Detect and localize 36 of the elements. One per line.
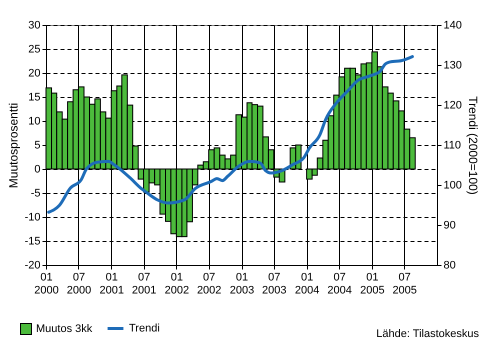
legend-label: Muutos 3kk [36, 323, 93, 335]
text: Lähde: Tilastokeskus [376, 328, 480, 340]
x-tick-label: 01 2005 [360, 272, 385, 296]
y-tick-label: -10 [24, 212, 40, 224]
x-tick-label: 07 2000 [66, 272, 92, 296]
y-axis-title: Muutosprosentti [6, 102, 21, 188]
y-tick-label: 25 [28, 44, 40, 56]
x-tick-label: 01 2003 [230, 272, 254, 296]
legend-label: Trendi [129, 322, 160, 334]
y2-tick-label: 130 [444, 60, 462, 72]
y-tick-label: 5 [34, 140, 40, 152]
y2-tick-label: 90 [444, 220, 456, 232]
y2-tick-label: 140 [444, 20, 462, 32]
x-tick-label: 07 2002 [196, 272, 222, 296]
x-tick-label: 07 2005 [392, 272, 417, 296]
x-tick-label: 01 2002 [164, 272, 190, 296]
y2-tick-label: 100 [444, 180, 462, 192]
y-tick-label: 15 [28, 92, 40, 104]
y2-tick-label: 120 [444, 100, 462, 112]
y-tick-label: -5 [30, 188, 40, 200]
x-tick-label: 07 2003 [262, 272, 287, 296]
x-tick-label: 07 2004 [327, 272, 352, 296]
y-tick-label: -15 [24, 236, 40, 248]
x-tick-label: 07 2001 [132, 272, 156, 296]
y-tick-label: -20 [24, 260, 40, 272]
x-tick-label: 01 2004 [294, 272, 320, 296]
y2-tick-label: 80 [444, 260, 456, 272]
y-tick-label: 20 [28, 68, 40, 80]
y-tick-label: 30 [28, 20, 40, 32]
line-series [47, 55, 414, 214]
x-tick-label: 01 2000 [34, 272, 59, 296]
y-tick-label: 0 [34, 164, 40, 176]
y2-tick-label: 110 [444, 140, 462, 152]
y2-axis-title: Trendi (2000=100) [466, 96, 480, 195]
x-tick-label: 01 2001 [100, 272, 124, 296]
y-tick-label: 10 [28, 116, 40, 128]
